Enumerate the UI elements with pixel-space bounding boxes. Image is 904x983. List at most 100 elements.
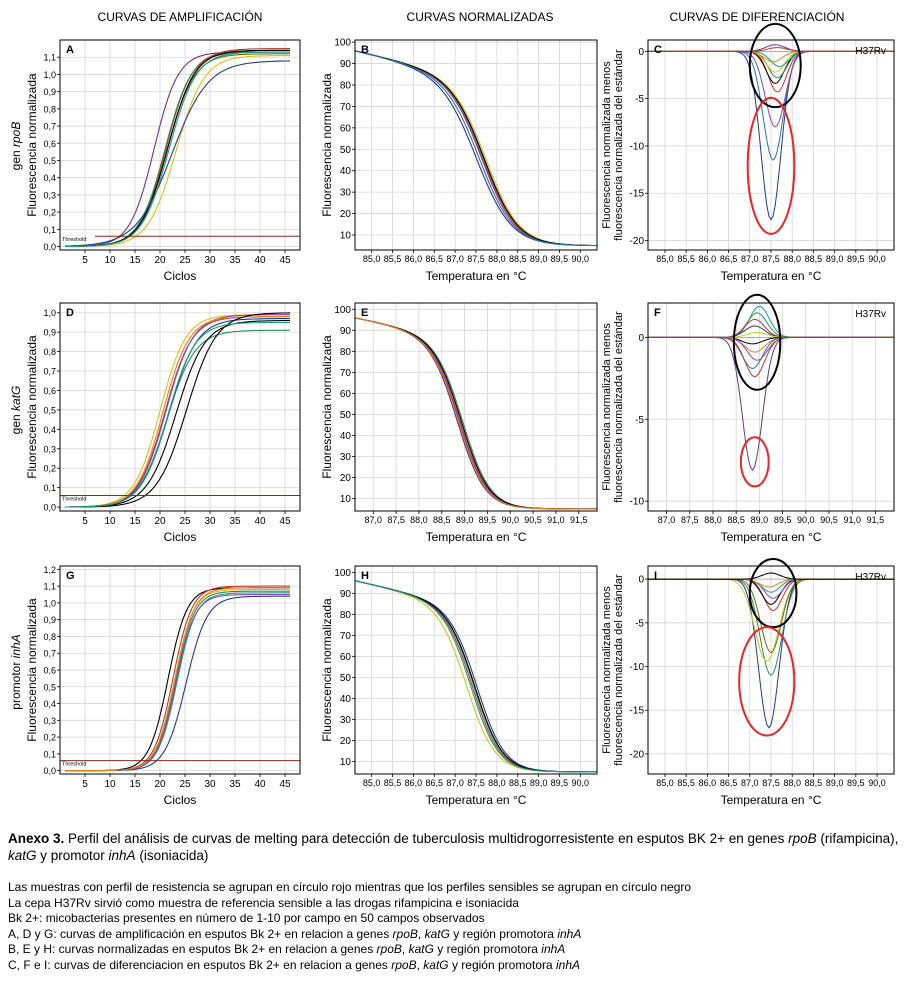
- x-tick-label: 89,0: [530, 254, 548, 264]
- y-tick-label: 20: [340, 473, 352, 484]
- row-label-rpoB: gen rpoB: [9, 122, 23, 171]
- series-line-10: [648, 336, 894, 378]
- x-tick-label: 87,0: [364, 515, 382, 525]
- y-tick-label: 0,9: [43, 615, 56, 625]
- panel-label-E: E: [361, 307, 368, 319]
- plot-frame: [647, 302, 895, 512]
- panel-label-B: B: [361, 44, 369, 56]
- note-line-6-gene-rpoB: rpoB: [391, 957, 417, 972]
- plot-background: [355, 303, 597, 511]
- y-tick-label: 0,7: [43, 122, 56, 132]
- x-tick-label: 88,0: [783, 778, 801, 788]
- note-line-4-comma: ,: [417, 926, 425, 941]
- x-tick-label: 90,5: [820, 515, 838, 525]
- y-tick-label: 60: [340, 652, 352, 663]
- x-tick-label: 10: [104, 779, 116, 790]
- x-axis-label: Temperatura en °C: [721, 793, 822, 807]
- y-tick-label: -5: [635, 618, 644, 629]
- row-label-katG: gen katG: [9, 386, 23, 435]
- panel-label-H: H: [361, 570, 369, 582]
- x-tick-label: 89,5: [479, 515, 497, 525]
- x-tick-label: 91,5: [570, 515, 588, 525]
- x-tick-label: 87,5: [681, 515, 699, 525]
- chart-panel-G: Threshold G 5 10 15 20 25 30 35 40 45 0,0 0,1 0,2 0,3 0…: [25, 565, 301, 807]
- x-tick-label: 5: [82, 255, 88, 266]
- chart-panel-E: E 87,0 87,5 88,0 88,5 89,0 89,5 90,0 90,5 91,0 91,…: [320, 302, 598, 544]
- threshold-label: Threshold: [62, 237, 86, 243]
- x-tick-label: 88,0: [410, 515, 428, 525]
- row-label-katG-gene: katG: [9, 386, 23, 411]
- x-tick-label: 89,0: [751, 515, 769, 525]
- note-line-5-gene-katG: katG: [408, 942, 434, 957]
- y-axis-label: Fluorescencia normalizada: [320, 335, 334, 479]
- y-tick-label: 0,8: [43, 104, 56, 114]
- note-line-5-comma: ,: [401, 942, 409, 957]
- y-tick-label: 60: [340, 389, 352, 400]
- x-tick-label: 86,0: [405, 778, 423, 788]
- x-tick-label: 86,0: [405, 254, 423, 264]
- y-tick-label: 0,3: [43, 716, 56, 726]
- y-tick-label: 30: [340, 452, 352, 463]
- x-tick-label: 40: [254, 779, 266, 790]
- y-tick-label: 100: [334, 38, 351, 49]
- x-tick-label: 87,5: [467, 254, 485, 264]
- y-tick-label: -15: [630, 189, 645, 200]
- note-line-5-region: y región promotora: [433, 942, 542, 957]
- y-tick-label: 30: [340, 715, 352, 726]
- caption-text-4: (isoniacida): [135, 848, 209, 863]
- y-tick-label: 90: [340, 59, 352, 70]
- x-tick-label: 88,5: [433, 515, 451, 525]
- y-tick-label: 0,6: [43, 139, 56, 149]
- note-line-6: C, F e I: curvas de diferenciacion en es…: [8, 958, 900, 974]
- row-label-inhA-prefix: promotor: [9, 658, 23, 709]
- y-tick-label: 0,2: [43, 733, 56, 743]
- x-tick-label: 20: [154, 779, 166, 790]
- x-tick-label: 88,5: [509, 778, 527, 788]
- y-tick-label: 30: [340, 188, 352, 199]
- x-tick-label: 87,0: [446, 778, 464, 788]
- y-tick-label: 0,5: [43, 156, 56, 166]
- note-line-5: B, E y H: curvas normalizadas en esputos…: [8, 942, 900, 958]
- column-title-normalized: CURVAS NORMALIZADAS: [407, 10, 554, 24]
- y-tick-label: -20: [630, 236, 645, 247]
- y-tick-label: 0,6: [43, 386, 56, 396]
- x-tick-label: 86,5: [720, 778, 738, 788]
- y-axis-label-line-1: Fluorescencia normalizada menos: [601, 323, 613, 491]
- series-line-5: [354, 317, 597, 510]
- x-tick-label: 25: [179, 779, 191, 790]
- y-tick-label: 80: [340, 347, 352, 358]
- x-tick-label: 87,5: [467, 778, 485, 788]
- y-tick-label: 60: [340, 123, 352, 134]
- x-axis-label: Ciclos: [164, 793, 197, 807]
- sensitive-circle: [748, 558, 798, 629]
- x-tick-label: 85,5: [384, 778, 402, 788]
- y-tick-label: 0: [638, 333, 644, 344]
- x-axis-label: Temperatura en °C: [721, 530, 822, 544]
- x-tick-label: 88,5: [509, 254, 527, 264]
- y-tick-label: 0,7: [43, 649, 56, 659]
- y-tick-label: 0: [638, 47, 644, 58]
- note-line-4-text: A, D y G: curvas de amplificación en esp…: [8, 926, 393, 941]
- series-line-7: [64, 60, 290, 247]
- caption-text-1: Perfil del análisis de curvas de melting…: [64, 831, 789, 846]
- note-line-4-region: y región promotora: [449, 926, 558, 941]
- x-tick-label: 89,5: [847, 778, 865, 788]
- x-axis-label: Ciclos: [164, 530, 197, 544]
- x-tick-label: 89,0: [826, 778, 844, 788]
- y-tick-label: 10: [340, 231, 352, 242]
- x-tick-label: 20: [154, 255, 166, 266]
- x-tick-label: 40: [254, 516, 266, 527]
- chart-panel-F: H37Rv F 87,0 87,5 88,0 88,5 89,0 89,5 90,0 90,5 91…: [601, 293, 895, 544]
- y-tick-label: 40: [340, 694, 352, 705]
- y-tick-label: 1,1: [43, 53, 56, 63]
- y-tick-label: 0,7: [43, 367, 56, 377]
- y-tick-label: 0,4: [43, 425, 56, 435]
- plot-background: [60, 303, 300, 511]
- y-tick-label: 20: [340, 209, 352, 220]
- y-tick-label: 70: [340, 631, 352, 642]
- y-axis-label-line-1: Fluorescencia normalizada menos: [601, 61, 613, 229]
- y-tick-label: -10: [630, 141, 645, 152]
- y-tick-label: 0,1: [43, 749, 56, 759]
- x-tick-label: 30: [204, 516, 216, 527]
- x-tick-label: 89,0: [530, 778, 548, 788]
